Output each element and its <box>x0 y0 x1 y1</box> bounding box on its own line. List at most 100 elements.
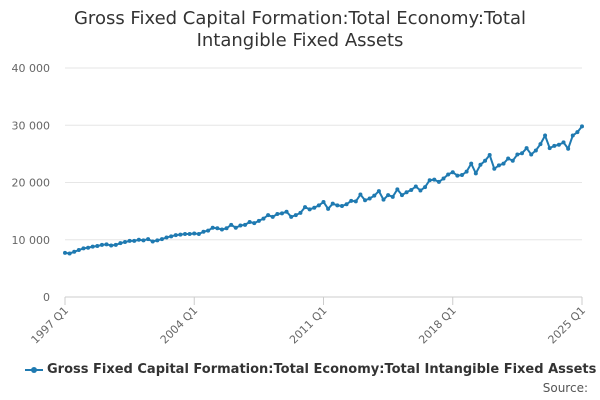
data-point[interactable] <box>169 234 174 239</box>
data-point[interactable] <box>515 152 520 157</box>
data-point[interactable] <box>450 170 455 175</box>
data-point[interactable] <box>566 146 571 151</box>
data-point[interactable] <box>404 190 409 195</box>
data-point[interactable] <box>256 218 261 223</box>
data-point[interactable] <box>99 242 104 247</box>
data-point[interactable] <box>229 222 234 227</box>
data-point[interactable] <box>159 237 164 242</box>
data-point[interactable] <box>76 248 81 253</box>
data-point[interactable] <box>344 202 349 207</box>
data-point[interactable] <box>570 133 575 138</box>
data-point[interactable] <box>413 184 418 189</box>
data-point[interactable] <box>127 238 132 243</box>
data-point[interactable] <box>326 206 331 211</box>
data-point[interactable] <box>395 187 400 192</box>
data-point[interactable] <box>436 179 441 184</box>
data-point[interactable] <box>307 207 312 212</box>
data-point[interactable] <box>266 213 271 218</box>
data-point[interactable] <box>136 237 141 242</box>
data-point[interactable] <box>441 176 446 181</box>
data-point[interactable] <box>496 163 501 168</box>
data-point[interactable] <box>224 226 229 231</box>
data-point[interactable] <box>506 156 511 161</box>
data-point[interactable] <box>423 185 428 190</box>
data-point[interactable] <box>478 162 483 167</box>
data-point[interactable] <box>321 199 326 204</box>
data-point[interactable] <box>233 225 238 230</box>
data-point[interactable] <box>173 233 178 238</box>
data-point[interactable] <box>524 146 529 151</box>
data-point[interactable] <box>275 211 280 216</box>
data-point[interactable] <box>132 238 137 243</box>
data-point[interactable] <box>312 205 317 210</box>
data-point[interactable] <box>390 194 395 199</box>
data-point[interactable] <box>123 240 128 245</box>
data-point[interactable] <box>363 198 368 203</box>
data-point[interactable] <box>238 223 243 228</box>
data-point[interactable] <box>261 216 266 221</box>
data-point[interactable] <box>376 189 381 194</box>
legend[interactable]: Gross Fixed Capital Formation:Total Econ… <box>25 362 596 377</box>
data-point[interactable] <box>427 178 432 183</box>
data-point[interactable] <box>547 146 552 151</box>
data-point[interactable] <box>86 245 91 250</box>
data-point[interactable] <box>196 232 201 237</box>
data-point[interactable] <box>446 172 451 177</box>
data-point[interactable] <box>215 226 220 231</box>
data-point[interactable] <box>367 196 372 201</box>
data-point[interactable] <box>90 244 95 249</box>
data-point[interactable] <box>150 239 155 244</box>
data-point[interactable] <box>187 232 192 237</box>
data-point[interactable] <box>372 193 377 198</box>
data-point[interactable] <box>201 229 206 234</box>
data-point[interactable] <box>293 213 298 218</box>
data-point[interactable] <box>459 173 464 178</box>
data-point[interactable] <box>303 205 308 210</box>
data-point[interactable] <box>289 214 294 219</box>
data-point[interactable] <box>353 199 358 204</box>
data-point[interactable] <box>95 244 100 249</box>
data-point[interactable] <box>399 193 404 198</box>
data-point[interactable] <box>492 166 497 171</box>
data-point[interactable] <box>455 173 460 178</box>
data-point[interactable] <box>146 237 151 242</box>
data-point[interactable] <box>252 221 257 226</box>
data-point[interactable] <box>575 130 580 135</box>
data-point[interactable] <box>543 133 548 138</box>
data-point[interactable] <box>243 222 248 227</box>
data-point[interactable] <box>63 250 67 255</box>
data-point[interactable] <box>164 235 169 240</box>
data-point[interactable] <box>409 187 414 192</box>
data-point[interactable] <box>284 209 289 214</box>
data-point[interactable] <box>210 225 215 230</box>
data-point[interactable] <box>358 192 363 197</box>
data-point[interactable] <box>247 220 252 225</box>
data-point[interactable] <box>432 177 437 182</box>
data-point[interactable] <box>155 238 160 243</box>
data-point[interactable] <box>67 251 72 256</box>
data-point[interactable] <box>298 210 303 215</box>
data-point[interactable] <box>464 169 469 174</box>
data-point[interactable] <box>519 151 524 156</box>
data-point[interactable] <box>473 171 478 176</box>
data-point[interactable] <box>81 246 86 251</box>
data-point[interactable] <box>335 203 340 208</box>
data-point[interactable] <box>349 198 354 203</box>
data-point[interactable] <box>538 142 543 147</box>
data-point[interactable] <box>533 148 538 153</box>
data-point[interactable] <box>510 158 515 163</box>
data-point[interactable] <box>339 203 344 208</box>
data-point[interactable] <box>580 124 584 129</box>
data-point[interactable] <box>141 238 146 243</box>
data-point[interactable] <box>381 197 386 202</box>
data-point[interactable] <box>279 211 284 216</box>
data-point[interactable] <box>219 227 224 232</box>
data-point[interactable] <box>109 243 114 248</box>
data-point[interactable] <box>469 161 474 166</box>
data-point[interactable] <box>183 232 188 237</box>
data-point[interactable] <box>556 142 561 147</box>
data-point[interactable] <box>72 249 77 254</box>
data-point[interactable] <box>501 161 506 166</box>
data-point[interactable] <box>104 242 109 247</box>
data-point[interactable] <box>386 193 391 198</box>
